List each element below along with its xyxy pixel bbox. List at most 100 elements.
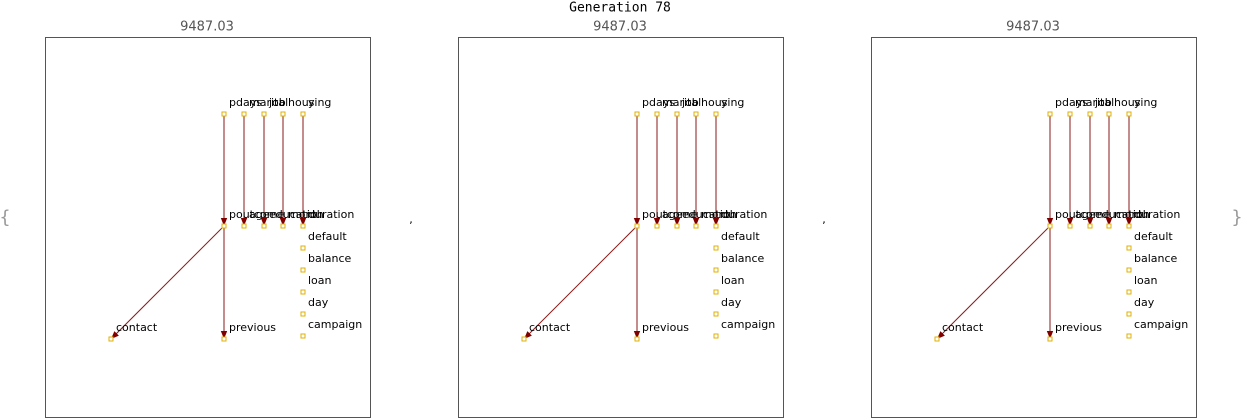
node [1126, 245, 1132, 251]
node-label: marital [249, 96, 288, 109]
node [1126, 311, 1132, 317]
node [713, 111, 719, 117]
node-label: y [308, 96, 315, 109]
node [634, 223, 640, 229]
node-label: job [1094, 96, 1112, 109]
node [713, 245, 719, 251]
node [934, 336, 940, 342]
node-label: contact [529, 321, 571, 334]
node [634, 336, 640, 342]
node-label: loan [721, 274, 745, 287]
node-label: poutcome [642, 208, 697, 221]
edge [523, 225, 638, 340]
node [674, 223, 680, 229]
node [674, 111, 680, 117]
node-label: housing [288, 96, 331, 109]
node-label: education [269, 208, 324, 221]
node-label: age [1075, 208, 1096, 221]
node-label: default [1134, 230, 1173, 243]
node [241, 223, 247, 229]
node [1126, 223, 1132, 229]
separator: , [409, 213, 413, 226]
node [693, 111, 699, 117]
node [713, 333, 719, 339]
node-label: duration [308, 208, 354, 221]
node-label: campaign [308, 318, 362, 331]
node-label: month [701, 208, 737, 221]
node [221, 111, 227, 117]
node [634, 111, 640, 117]
node [1126, 111, 1132, 117]
node-label: month [1114, 208, 1150, 221]
panel-title: 9487.03 [180, 20, 234, 35]
node-label: previous [1055, 321, 1102, 334]
node [1067, 223, 1073, 229]
edge [936, 225, 1051, 340]
edge [110, 225, 225, 340]
node-label: housing [701, 96, 744, 109]
panel-frame [871, 37, 1197, 418]
node [108, 336, 114, 342]
separator: , [822, 213, 826, 226]
node [280, 111, 286, 117]
node [1047, 111, 1053, 117]
node [300, 267, 306, 273]
node [1106, 111, 1112, 117]
node [241, 111, 247, 117]
node-label: education [682, 208, 737, 221]
node-label: balance [721, 252, 765, 265]
node-label: balance [1134, 252, 1178, 265]
node-label: previous [642, 321, 689, 334]
node-label: poutcome [229, 208, 284, 221]
panel-frame [458, 37, 784, 418]
node [300, 311, 306, 317]
node [221, 336, 227, 342]
panel-frame [45, 37, 371, 418]
node-label: month [288, 208, 324, 221]
node [261, 111, 267, 117]
node-label: campaign [721, 318, 775, 331]
node [713, 311, 719, 317]
close-brace: } [1231, 207, 1242, 228]
node-label: education [1095, 208, 1150, 221]
node-label: contact [942, 321, 984, 334]
node [713, 289, 719, 295]
node-label: age [249, 208, 270, 221]
node [1126, 267, 1132, 273]
node [1126, 333, 1132, 339]
node [1106, 223, 1112, 229]
node [693, 223, 699, 229]
node-label: job [681, 96, 699, 109]
node-label: loan [1134, 274, 1158, 287]
node-label: y [1134, 96, 1141, 109]
node [713, 223, 719, 229]
node [1047, 223, 1053, 229]
node-label: balance [308, 252, 352, 265]
node [1067, 111, 1073, 117]
node [300, 333, 306, 339]
node-label: age [662, 208, 683, 221]
node [261, 223, 267, 229]
node [1087, 223, 1093, 229]
node-label: duration [721, 208, 767, 221]
node [521, 336, 527, 342]
node-label: default [721, 230, 760, 243]
node [1126, 289, 1132, 295]
panel-title: 9487.03 [1006, 20, 1060, 35]
node-label: day [721, 296, 742, 309]
node-label: poutcome [1055, 208, 1110, 221]
open-brace: { [0, 207, 11, 228]
node-label: day [308, 296, 329, 309]
node-label: y [721, 96, 728, 109]
node-label: marital [1075, 96, 1114, 109]
node [654, 111, 660, 117]
node [280, 223, 286, 229]
node-label: marital [662, 96, 701, 109]
node-label: duration [1134, 208, 1180, 221]
node-label: housing [1114, 96, 1157, 109]
title: Generation 78 [569, 1, 671, 16]
node [300, 223, 306, 229]
panel-title: 9487.03 [593, 20, 647, 35]
node-label: pdays [229, 96, 262, 109]
